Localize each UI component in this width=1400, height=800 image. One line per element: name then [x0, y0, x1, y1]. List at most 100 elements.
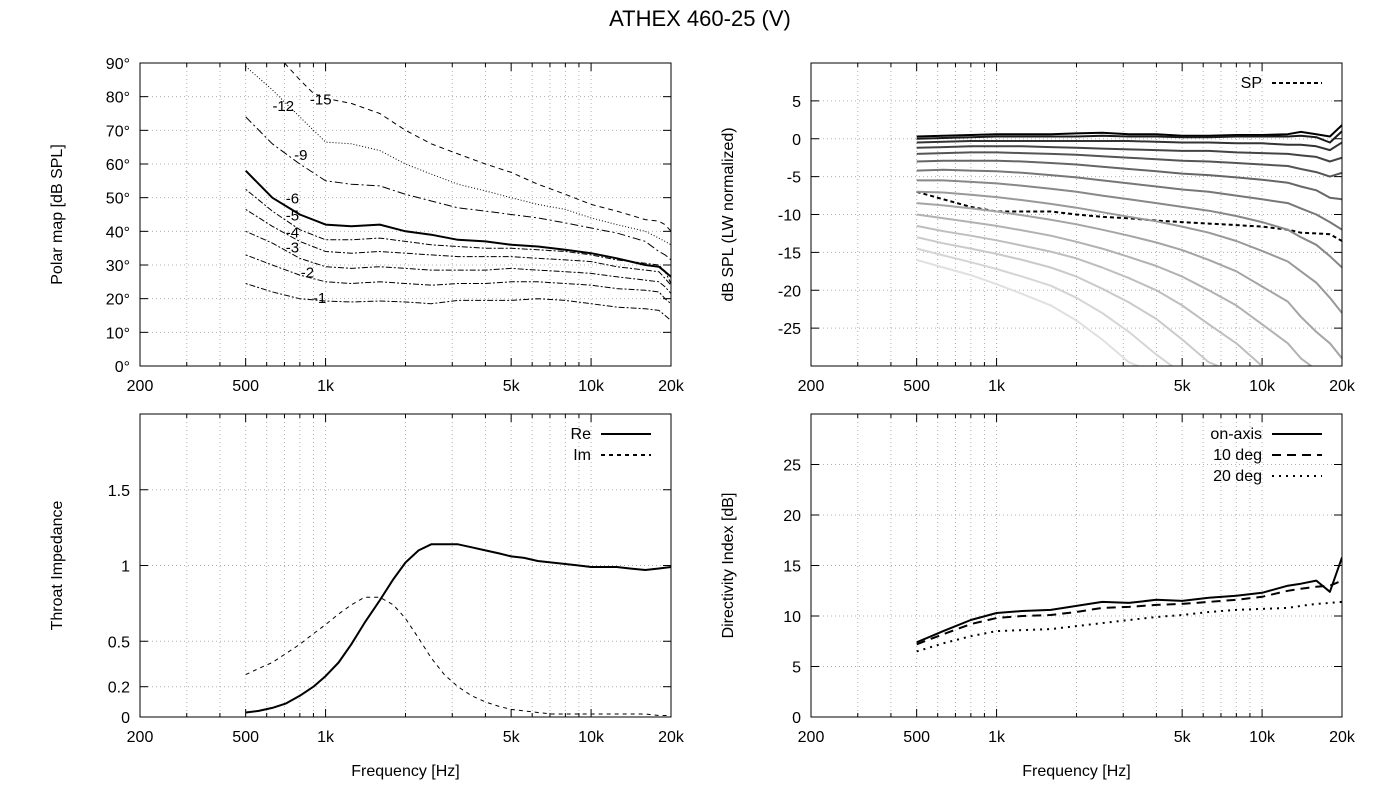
directivity-index-panel: 200 500 1k 5k 10k 20k 0 5 10 15 20 25 Directivity In…: [720, 413, 1356, 780]
x-axis-ticks: 200 500 1k 5k 10k 20k: [798, 414, 1356, 746]
series-line-15: [284, 63, 671, 232]
plot-frame: [810, 62, 1343, 367]
y-tick-label: 0.5: [108, 634, 130, 651]
series-line-curve-1: [916, 236, 1221, 366]
legend: SP: [1241, 75, 1322, 92]
y-tick-label: -20: [778, 283, 801, 300]
series-line-curve-1: [916, 258, 1141, 366]
series-group: [916, 124, 1342, 366]
y-axis-label: dB SPL (LW normalized): [720, 127, 737, 301]
y-tick-label: 70°: [106, 123, 130, 140]
x-tick-label: 200: [127, 729, 154, 746]
y-tick-label: -10: [778, 208, 801, 225]
y-tick-label: 5: [792, 94, 801, 111]
series-group: [245, 543, 671, 716]
y-tick-label: 10°: [106, 325, 130, 342]
series-line-5: [245, 188, 671, 284]
x-axis-ticks: 200 500 1k 5k 10k 20k: [127, 414, 685, 746]
y-axis-ticks: 0 0.2 0.5 1 1.5: [108, 483, 671, 727]
y-axis-label: Directivity Index [dB]: [720, 493, 737, 639]
spl-curves-panel: 200 500 1k 5k 10k 20k 5 0 -5 -10 -15 -20 -25 dB SPL (…: [720, 62, 1356, 395]
contour-label: -12: [272, 98, 294, 115]
y-tick-label: 25: [783, 458, 801, 475]
y-tick-label: 10: [783, 609, 801, 626]
x-tick-label: 20k: [1329, 378, 1356, 395]
y-tick-label: 0: [792, 710, 801, 727]
legend-label: on-axis: [1210, 426, 1262, 443]
x-tick-label: 5k: [1174, 378, 1192, 395]
legend-label: SP: [1241, 75, 1262, 92]
figure-title: ATHEX 460-25 (V): [609, 6, 791, 31]
y-tick-label: 50°: [106, 191, 130, 208]
series-line-curve-1: [916, 190, 1342, 314]
x-tick-label: 5k: [503, 729, 521, 746]
x-tick-label: 1k: [317, 378, 335, 395]
contour-label: -2: [301, 265, 314, 282]
y-tick-label: 20°: [106, 292, 130, 309]
series-line-curve-1: [916, 151, 1342, 178]
y-tick-label: 5: [792, 660, 801, 677]
x-tick-label: 200: [798, 378, 825, 395]
x-tick-label: 500: [903, 378, 930, 395]
y-tick-label: 80°: [106, 90, 130, 107]
series-line-10-deg: [916, 579, 1342, 646]
x-tick-label: 10k: [1249, 378, 1276, 395]
legend-label: Im: [573, 447, 591, 464]
x-axis-ticks: 200 500 1k 5k 10k 20k: [798, 63, 1356, 395]
x-tick-label: 1k: [317, 729, 335, 746]
legend-label: 20 deg: [1213, 468, 1262, 485]
x-axis-label: Frequency [Hz]: [1022, 763, 1130, 780]
series-line-curve-1: [916, 179, 1342, 269]
contour-label: -15: [310, 91, 332, 108]
series-line-9: [245, 116, 671, 261]
x-tick-label: 10k: [578, 378, 605, 395]
x-axis-label: Frequency [Hz]: [351, 763, 459, 780]
y-tick-label: 0: [121, 710, 130, 727]
y-axis-ticks: 5 0 -5 -10 -15 -20 -25: [778, 94, 1342, 338]
x-tick-label: 5k: [1174, 729, 1192, 746]
series-line-curve-1: [916, 213, 1313, 366]
y-tick-label: -25: [778, 321, 801, 338]
grid: [811, 414, 1342, 717]
series-group: [916, 557, 1342, 653]
y-tick-label: 1: [121, 559, 130, 576]
series-line-curve-1: [916, 168, 1342, 231]
series-line-3: [245, 230, 671, 294]
series-line-curve-1: [916, 247, 1174, 366]
contour-label: -6: [286, 191, 299, 208]
series-line-6: [244, 169, 671, 278]
x-tick-label: 200: [127, 378, 154, 395]
series-line-2: [245, 254, 671, 305]
y-tick-label: 90°: [106, 56, 130, 73]
legend-label: 10 deg: [1213, 447, 1262, 464]
polar-map-panel: 200 500 1k 5k 10k 20k 0° 10° 20° 30° 40° 50° 60° 70° 8…: [49, 56, 685, 395]
x-axis-ticks: 200 500 1k 5k 10k 20k: [127, 63, 685, 395]
series-line-curve-1: [916, 124, 1342, 138]
throat-impedance-panel: 200 500 1k 5k 10k 20k 0 0.2 0.5 1 1.5 Throat Impeda…: [49, 413, 685, 780]
x-tick-label: 1k: [988, 729, 1006, 746]
series-line-im: [245, 596, 671, 716]
x-tick-label: 10k: [1249, 729, 1276, 746]
y-axis-label: Throat Impedance: [49, 500, 66, 630]
series-line-sp: [916, 190, 1342, 242]
x-tick-label: 5k: [503, 378, 521, 395]
y-tick-label: 30°: [106, 258, 130, 275]
series-line-re: [245, 543, 671, 714]
y-tick-label: 0: [792, 132, 801, 149]
x-tick-label: 500: [903, 729, 930, 746]
series-line-curve-1: [916, 224, 1266, 366]
x-tick-label: 20k: [1329, 729, 1356, 746]
x-tick-label: 20k: [658, 378, 685, 395]
series-line-1: [245, 283, 671, 321]
grid: [140, 63, 671, 366]
y-tick-label: 0°: [115, 359, 130, 376]
y-tick-label: 15: [783, 559, 801, 576]
x-tick-label: 500: [232, 378, 259, 395]
y-axis-label: Polar map [dB SPL]: [49, 144, 66, 285]
legend: Re Im: [571, 426, 651, 464]
plot-frame: [810, 413, 1343, 718]
y-tick-label: 60°: [106, 157, 130, 174]
contour-label: -5: [286, 208, 299, 225]
series-line-curve-1: [916, 159, 1342, 201]
series-line-on-axis: [916, 557, 1342, 644]
